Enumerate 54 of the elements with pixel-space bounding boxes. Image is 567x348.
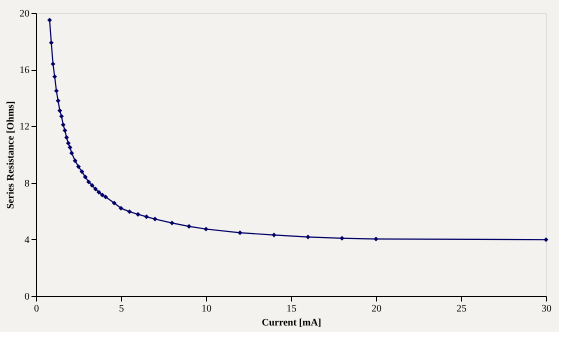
point xyxy=(374,236,378,242)
point xyxy=(50,62,56,66)
point xyxy=(136,212,140,217)
point xyxy=(103,194,108,200)
point xyxy=(544,237,548,242)
point xyxy=(112,200,117,206)
y-tick-label: 12 xyxy=(20,122,30,133)
point xyxy=(93,186,98,192)
point xyxy=(86,180,92,184)
y-tick-label: 4 xyxy=(24,234,30,246)
point xyxy=(59,114,64,119)
point xyxy=(340,236,344,241)
y-tick-label: 20 xyxy=(20,8,30,20)
x-tick-label: 15 xyxy=(286,304,296,314)
point xyxy=(56,98,60,104)
y-tick-label: 8 xyxy=(24,178,30,190)
x-axis-title: Current [mA] xyxy=(262,318,322,328)
point xyxy=(170,220,174,226)
point xyxy=(66,140,71,146)
point xyxy=(90,183,94,188)
point xyxy=(68,145,72,150)
point xyxy=(80,169,84,174)
x-tick-label: 30 xyxy=(542,304,552,314)
point xyxy=(100,192,105,198)
point xyxy=(60,122,66,128)
point xyxy=(306,234,310,240)
point xyxy=(127,209,132,214)
point xyxy=(144,214,149,220)
x-tick-label: 10 xyxy=(202,304,212,314)
point xyxy=(47,18,52,22)
y-tick-label: 16 xyxy=(20,65,30,76)
x-tick-label: 0 xyxy=(34,304,39,314)
point xyxy=(57,108,62,113)
x-tick-label: 5 xyxy=(119,304,124,314)
point xyxy=(52,74,58,80)
point xyxy=(118,206,124,211)
point xyxy=(54,88,59,94)
point xyxy=(152,216,158,222)
x-tick-label: 20 xyxy=(372,304,382,314)
point xyxy=(82,174,88,180)
point xyxy=(96,190,102,195)
point xyxy=(76,164,81,170)
point xyxy=(238,230,242,236)
point xyxy=(272,232,276,238)
point xyxy=(204,226,208,232)
y-axis-title: Series Resistance [Ohms] xyxy=(6,101,16,209)
point xyxy=(69,150,74,156)
point xyxy=(48,40,54,46)
point xyxy=(72,158,78,164)
point xyxy=(186,224,192,229)
y-tick-label: 0 xyxy=(24,292,30,302)
x-tick-label: 25 xyxy=(456,304,466,314)
point xyxy=(62,128,68,133)
point xyxy=(64,135,69,140)
